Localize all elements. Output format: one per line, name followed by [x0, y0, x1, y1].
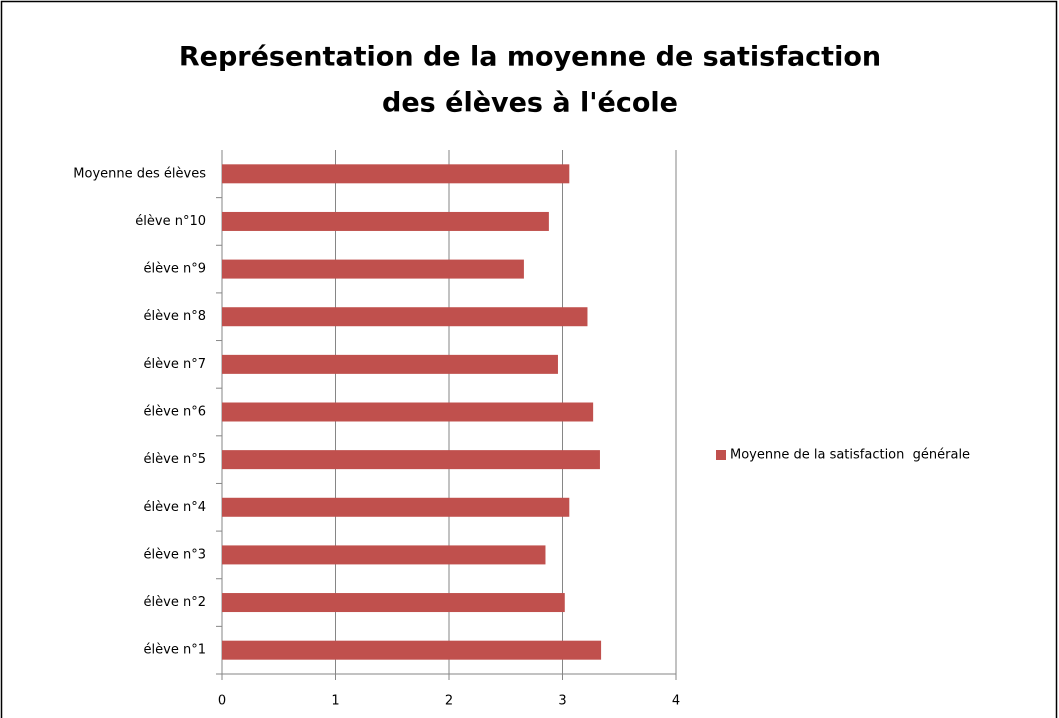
y-tick-label: élève n°3 [144, 547, 206, 562]
y-tick-label: élève n°7 [144, 357, 206, 372]
bar [222, 402, 594, 422]
y-tick-label: élève n°9 [144, 262, 206, 277]
y-tick-label: élève n°5 [144, 452, 206, 467]
y-tick-label: élève n°2 [144, 595, 206, 610]
chart-title: des élèves à l'école [382, 88, 678, 119]
bar [222, 211, 549, 231]
x-tick-label: 4 [672, 694, 680, 709]
y-tick-label: élève n°4 [144, 500, 206, 515]
y-tick-label: Moyenne des élèves [73, 166, 206, 181]
x-tick-label: 3 [558, 694, 566, 709]
bar [222, 354, 558, 374]
bar [222, 307, 588, 327]
y-tick-label: élève n°8 [144, 309, 206, 324]
y-tick-label: élève n°1 [144, 643, 206, 658]
y-tick-label: élève n°10 [135, 214, 206, 229]
bar [222, 164, 570, 184]
x-tick-label: 1 [331, 694, 339, 709]
legend-label: Moyenne de la satisfaction générale [730, 448, 970, 463]
bar [222, 450, 600, 470]
y-tick-label: élève n°6 [144, 405, 206, 420]
bar [222, 593, 565, 613]
bar [222, 259, 524, 279]
bar [222, 545, 546, 565]
bar [222, 640, 602, 660]
legend-swatch [716, 450, 726, 460]
x-tick-label: 0 [218, 694, 226, 709]
x-tick-label: 2 [445, 694, 453, 709]
bar [222, 497, 570, 517]
chart-title: Représentation de la moyenne de satisfac… [179, 42, 881, 73]
